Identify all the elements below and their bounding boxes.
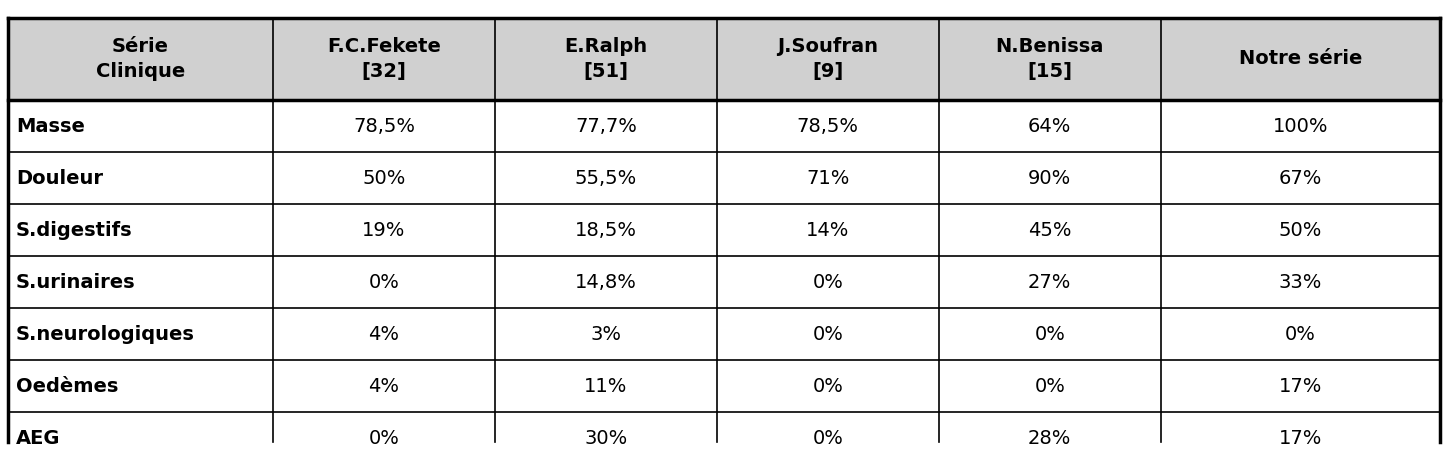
Text: AEG: AEG (16, 428, 61, 447)
Bar (272, 152, 495, 204)
Bar (9, 256, 272, 308)
Text: 71%: 71% (807, 168, 850, 188)
Bar (1161, 256, 1439, 308)
Text: 0%: 0% (368, 428, 400, 447)
Text: 17%: 17% (1279, 377, 1322, 396)
Text: 100%: 100% (1273, 117, 1328, 135)
Bar (938, 308, 1161, 360)
Bar (495, 412, 717, 450)
Bar (272, 308, 495, 360)
Bar (9, 412, 272, 450)
Text: 14,8%: 14,8% (575, 273, 637, 292)
Bar (272, 412, 495, 450)
Bar (938, 204, 1161, 256)
Text: 28%: 28% (1028, 428, 1072, 447)
Bar (495, 100, 717, 152)
Bar (495, 308, 717, 360)
Text: 90%: 90% (1028, 168, 1072, 188)
Bar (717, 412, 938, 450)
Bar (938, 360, 1161, 412)
Text: 0%: 0% (812, 377, 843, 396)
Text: 4%: 4% (368, 377, 400, 396)
Bar (938, 100, 1161, 152)
Text: Notre série: Notre série (1238, 50, 1363, 68)
Text: 77,7%: 77,7% (575, 117, 637, 135)
Text: 50%: 50% (1279, 220, 1322, 239)
Text: 0%: 0% (1034, 377, 1066, 396)
Text: 14%: 14% (807, 220, 850, 239)
Bar (495, 204, 717, 256)
Bar (495, 256, 717, 308)
Text: 78,5%: 78,5% (796, 117, 859, 135)
Text: 19%: 19% (362, 220, 405, 239)
Bar (1161, 152, 1439, 204)
Bar (272, 100, 495, 152)
Text: 50%: 50% (362, 168, 405, 188)
Bar (938, 18, 1161, 100)
Text: J.Soufran
[9]: J.Soufran [9] (778, 37, 879, 81)
Text: Oedèmes: Oedèmes (16, 377, 119, 396)
Text: 0%: 0% (1284, 324, 1316, 343)
Text: Série
Clinique: Série Clinique (96, 37, 185, 81)
Bar (717, 256, 938, 308)
Bar (1161, 204, 1439, 256)
Bar (272, 204, 495, 256)
Bar (272, 256, 495, 308)
Bar (717, 204, 938, 256)
Bar (9, 308, 272, 360)
Text: 45%: 45% (1028, 220, 1072, 239)
Bar (717, 360, 938, 412)
Bar (717, 18, 938, 100)
Text: 4%: 4% (368, 324, 400, 343)
Text: 27%: 27% (1028, 273, 1072, 292)
Bar (9, 360, 272, 412)
Text: 78,5%: 78,5% (353, 117, 416, 135)
Bar (9, 152, 272, 204)
Text: N.Benissa
[15]: N.Benissa [15] (996, 37, 1103, 81)
Bar (717, 152, 938, 204)
Bar (495, 360, 717, 412)
Bar (717, 308, 938, 360)
Bar (9, 18, 272, 100)
Text: 0%: 0% (1034, 324, 1066, 343)
Bar (1161, 100, 1439, 152)
Bar (272, 18, 495, 100)
Text: 64%: 64% (1028, 117, 1072, 135)
Bar (9, 204, 272, 256)
Bar (272, 360, 495, 412)
Text: 0%: 0% (812, 273, 843, 292)
Text: 67%: 67% (1279, 168, 1322, 188)
Bar (495, 152, 717, 204)
Text: 17%: 17% (1279, 428, 1322, 447)
Bar (938, 256, 1161, 308)
Bar (1161, 412, 1439, 450)
Text: 30%: 30% (584, 428, 627, 447)
Bar (9, 100, 272, 152)
Text: 0%: 0% (812, 428, 843, 447)
Text: 3%: 3% (591, 324, 621, 343)
Text: Douleur: Douleur (16, 168, 103, 188)
Text: S.neurologiques: S.neurologiques (16, 324, 195, 343)
Text: S.digestifs: S.digestifs (16, 220, 133, 239)
Text: 55,5%: 55,5% (575, 168, 637, 188)
Bar (1161, 308, 1439, 360)
Text: F.C.Fekete
[32]: F.C.Fekete [32] (327, 37, 440, 81)
Bar (1161, 360, 1439, 412)
Bar (495, 18, 717, 100)
Text: 0%: 0% (812, 324, 843, 343)
Text: 33%: 33% (1279, 273, 1322, 292)
Bar (1161, 18, 1439, 100)
Bar (938, 152, 1161, 204)
Bar (717, 100, 938, 152)
Text: E.Ralph
[51]: E.Ralph [51] (565, 37, 647, 81)
Text: S.urinaires: S.urinaires (16, 273, 136, 292)
Text: 0%: 0% (368, 273, 400, 292)
Text: Masse: Masse (16, 117, 85, 135)
Text: 11%: 11% (584, 377, 627, 396)
Bar (938, 412, 1161, 450)
Text: 18,5%: 18,5% (575, 220, 637, 239)
